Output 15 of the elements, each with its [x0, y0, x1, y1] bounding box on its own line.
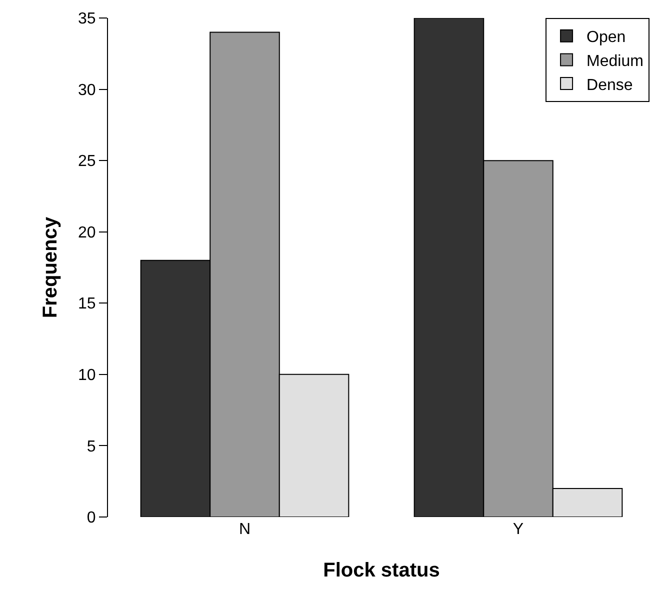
legend-label: Open: [586, 29, 626, 46]
y-tick-label: 30: [78, 82, 96, 99]
y-axis-title: Frequency: [40, 216, 62, 318]
legend-label: Medium: [586, 52, 644, 70]
y-tick-label: 25: [78, 153, 96, 170]
y-tick-label: 15: [78, 296, 96, 313]
x-tick-label: Y: [512, 521, 524, 538]
y-tick-label: 20: [78, 224, 96, 242]
y-tick-label: 35: [78, 10, 96, 28]
y-tick-label: 10: [78, 367, 96, 384]
legend-label: Dense: [586, 76, 633, 94]
x-tick-label: N: [238, 521, 251, 538]
y-tick-label: 0: [86, 510, 96, 527]
x-axis-title: Flock status: [323, 560, 440, 582]
y-tick-label: 5: [86, 438, 96, 456]
